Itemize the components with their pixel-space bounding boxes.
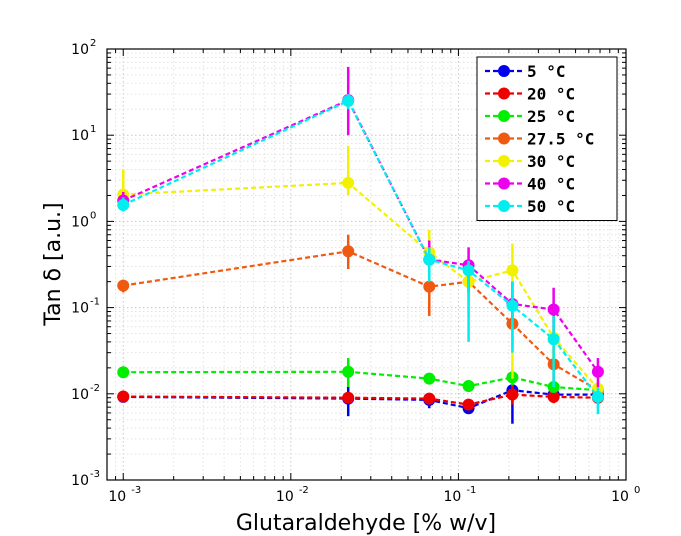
data-point [591, 365, 604, 378]
legend-label: 40 °C [527, 175, 575, 194]
y-tick-exponent: 2 [90, 38, 96, 49]
x-tick-exponent: 0 [634, 485, 640, 496]
data-point [342, 365, 355, 378]
data-point [462, 380, 475, 393]
y-axis-label: Tan δ [a.u.] [41, 202, 66, 326]
data-point [462, 398, 475, 411]
data-point [117, 366, 130, 379]
data-point [342, 94, 355, 107]
series-1 [117, 383, 604, 411]
data-point [423, 280, 436, 293]
x-tick-label: 10 [443, 489, 461, 505]
legend-label: 20 °C [527, 85, 575, 104]
x-tick-exponent: -2 [299, 485, 309, 496]
axis-ticks: 10 -3 10 -2 10 -1 10 010 -310 -210 -110 010 110 2 [71, 38, 640, 505]
legend-label: 30 °C [527, 152, 575, 171]
legend-label: 25 °C [527, 107, 575, 126]
x-tick-exponent: -3 [131, 485, 141, 496]
legend-swatch-marker [498, 87, 510, 100]
legend-label: 27.5 °C [527, 130, 594, 149]
data-series [117, 66, 604, 424]
plot-area-frame [106, 48, 627, 481]
y-tick-exponent: 1 [90, 124, 96, 135]
data-point [506, 264, 519, 277]
y-tick-exponent: -1 [90, 297, 100, 308]
legend-swatch-marker [498, 155, 510, 167]
data-point [342, 391, 355, 404]
series-3 [117, 234, 604, 398]
y-tick-exponent: -2 [90, 383, 100, 394]
x-tick-label: 10 [611, 489, 629, 505]
series-2 [117, 358, 604, 397]
data-point [547, 303, 560, 316]
data-point [423, 392, 436, 405]
y-tick-label: 10 [71, 214, 89, 230]
y-tick-label: 10 [71, 42, 89, 58]
legend-swatch-marker [498, 132, 510, 145]
data-point [423, 372, 436, 385]
x-tick-label: 10 [108, 489, 126, 505]
y-tick-label: 10 [71, 387, 89, 403]
data-point [342, 245, 355, 258]
data-point [117, 198, 130, 211]
data-point [423, 253, 436, 266]
data-point [462, 264, 475, 277]
data-point [117, 390, 130, 403]
y-tick-exponent: -3 [90, 469, 100, 480]
y-tick-label: 10 [71, 128, 89, 144]
series-line [123, 389, 598, 410]
legend-label: 50 °C [527, 197, 575, 216]
legend-swatch-marker [498, 65, 510, 77]
y-tick-label: 10 [71, 301, 89, 317]
series-6 [117, 94, 604, 415]
data-point [547, 333, 560, 346]
legend-swatch-marker [498, 177, 510, 190]
series-line [123, 250, 599, 392]
x-tick-label: 10 [276, 489, 294, 505]
legend-label: 5 °C [527, 62, 566, 81]
data-point [506, 388, 519, 401]
data-point [117, 279, 130, 292]
series-line [123, 370, 598, 392]
legend-swatch-marker [498, 110, 510, 122]
y-tick-exponent: 0 [90, 210, 96, 221]
data-point [547, 390, 560, 403]
y-tick-label: 10 [71, 473, 89, 489]
data-point [342, 176, 355, 189]
data-point [591, 390, 604, 403]
series-line [123, 393, 598, 406]
legend: 5 °C 20 °C 25 °C 27.5 °C 30 °C 40 °C 50 °C [476, 56, 618, 221]
legend-swatch-marker [498, 200, 510, 212]
x-tick-exponent: -1 [466, 485, 476, 496]
x-axis-label: Glutaraldehyde [% w/v] [236, 511, 496, 536]
series-0 [117, 384, 604, 424]
data-point [506, 299, 519, 312]
